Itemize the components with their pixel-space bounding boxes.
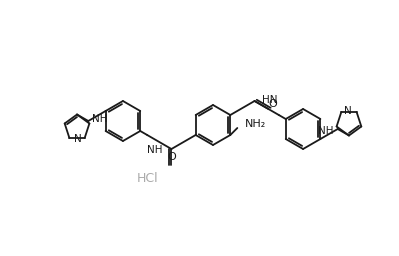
Text: NH: NH (93, 114, 108, 124)
Text: O: O (268, 99, 277, 109)
Text: O: O (167, 152, 176, 162)
Text: N: N (74, 134, 82, 144)
Text: N: N (344, 106, 352, 116)
Text: NH: NH (318, 125, 334, 135)
Text: NH: NH (146, 145, 162, 155)
Text: HN: HN (262, 95, 277, 105)
Text: NH₂: NH₂ (245, 119, 267, 129)
Text: HCl: HCl (137, 172, 159, 185)
